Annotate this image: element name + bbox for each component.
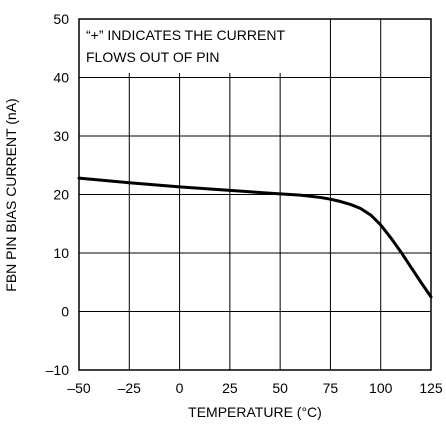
y-tick-label: 40 bbox=[53, 70, 69, 86]
x-tick-label: 25 bbox=[222, 380, 238, 396]
x-tick-labels: –50 –25 0 25 50 75 100 125 bbox=[67, 380, 443, 396]
x-tick-label: –50 bbox=[67, 380, 91, 396]
y-tick-label: 20 bbox=[53, 187, 69, 203]
annotation-line-1: “+” INDICATES THE CURRENT bbox=[86, 27, 285, 43]
annotation-background bbox=[79, 19, 319, 73]
y-tick-label: 10 bbox=[53, 245, 69, 261]
y-tick-label: 50 bbox=[53, 11, 69, 27]
annotation-line-2: FLOWS OUT OF PIN bbox=[86, 49, 220, 65]
x-tick-label: 50 bbox=[272, 380, 288, 396]
x-tick-label: 100 bbox=[369, 380, 393, 396]
x-axis-title: TEMPERATURE (°C) bbox=[188, 404, 322, 420]
y-tick-label: –10 bbox=[46, 362, 70, 378]
series-line bbox=[77, 176, 433, 299]
x-tick-label: –25 bbox=[118, 380, 142, 396]
y-tick-label: 0 bbox=[61, 304, 69, 320]
x-tick-label: 75 bbox=[323, 380, 339, 396]
plot-border bbox=[78, 18, 432, 371]
y-tick-label: 30 bbox=[53, 128, 69, 144]
y-axis-title: FBN PIN BIAS CURRENT (nA) bbox=[3, 98, 19, 291]
x-tick-label: 0 bbox=[176, 380, 184, 396]
annotation-box: “+” INDICATES THE CURRENT FLOWS OUT OF P… bbox=[79, 19, 319, 73]
y-tick-labels: –10 0 10 20 30 40 50 bbox=[46, 11, 70, 378]
x-tick-label: 125 bbox=[419, 380, 443, 396]
